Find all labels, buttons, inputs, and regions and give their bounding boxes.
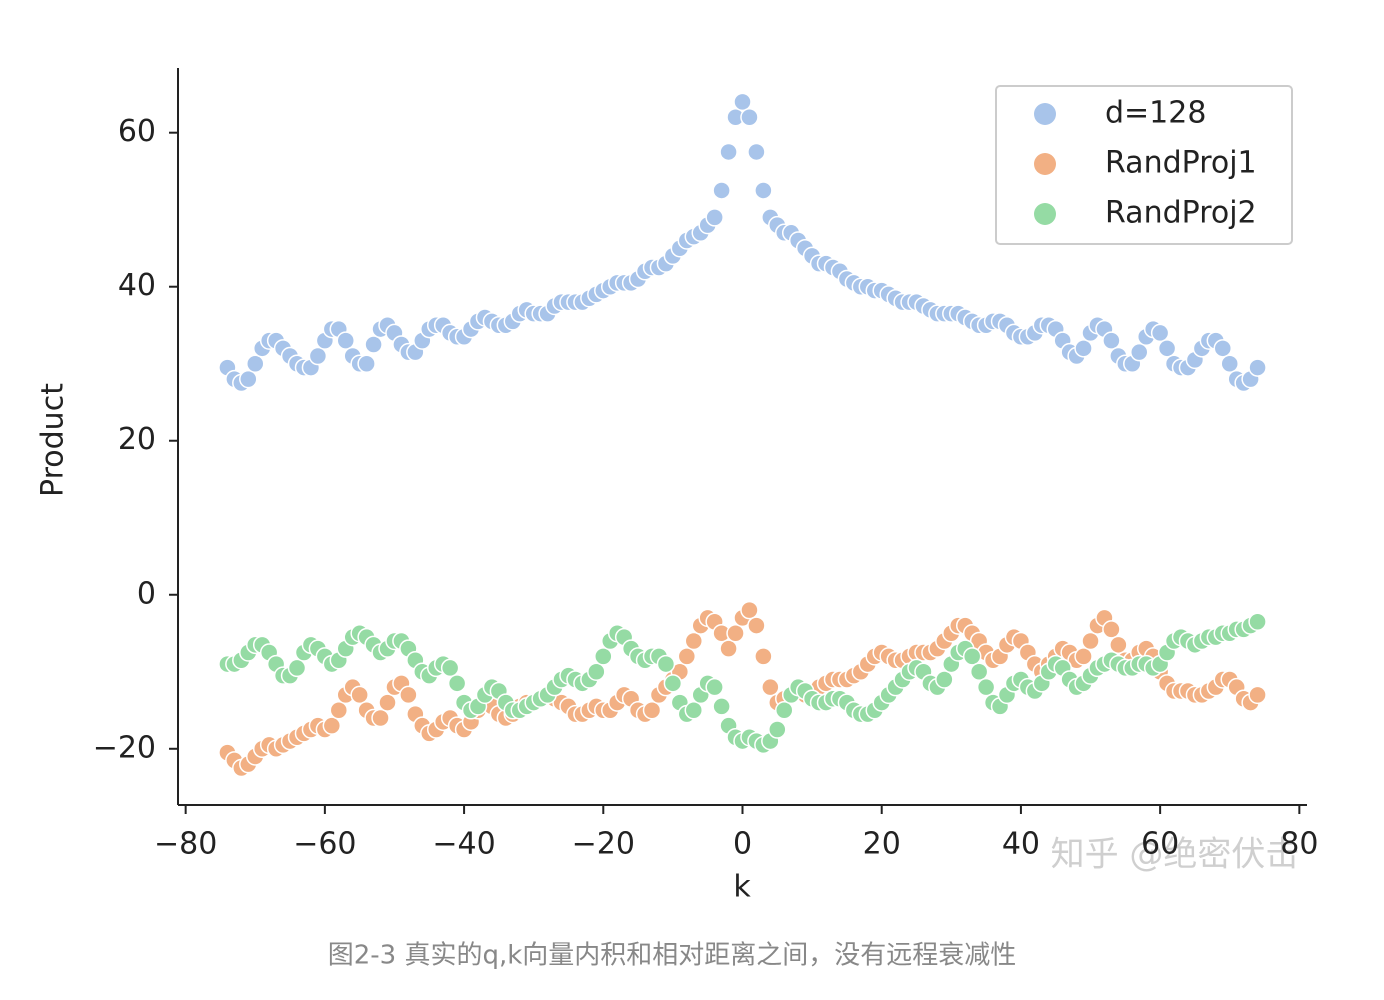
watermark: 知乎 @绝密伏击 bbox=[1051, 835, 1300, 875]
point bbox=[1074, 647, 1093, 666]
point bbox=[1248, 685, 1267, 705]
point bbox=[719, 639, 738, 658]
point bbox=[712, 697, 731, 716]
point bbox=[775, 701, 794, 720]
point bbox=[371, 708, 390, 728]
point bbox=[587, 662, 606, 682]
y-tick-label: 40 bbox=[118, 268, 156, 303]
point bbox=[1081, 631, 1100, 651]
x-tick-label: −60 bbox=[293, 827, 356, 862]
point bbox=[1102, 331, 1121, 350]
legend-label: d=128 bbox=[1105, 96, 1206, 131]
point bbox=[747, 142, 766, 162]
point bbox=[287, 658, 307, 678]
point bbox=[733, 92, 752, 112]
point bbox=[329, 701, 349, 720]
x-tick-label: −20 bbox=[572, 827, 635, 862]
point bbox=[754, 181, 773, 200]
y-tick-label: 0 bbox=[137, 576, 156, 611]
point bbox=[447, 674, 467, 693]
y-tick-label: 20 bbox=[118, 422, 156, 457]
point bbox=[719, 142, 738, 162]
point bbox=[976, 677, 996, 697]
point bbox=[761, 677, 780, 697]
point bbox=[935, 670, 954, 689]
point bbox=[754, 647, 773, 666]
point bbox=[322, 716, 342, 735]
y-axis-label: Product bbox=[36, 383, 71, 497]
point bbox=[308, 346, 328, 366]
point bbox=[740, 600, 759, 620]
point bbox=[705, 677, 724, 697]
x-tick-label: 60 bbox=[1141, 827, 1179, 862]
point bbox=[1109, 635, 1128, 655]
point bbox=[705, 208, 724, 227]
point bbox=[1248, 358, 1267, 377]
caption: 图2-3 真实的q,k向量内积和相对距离之间，没有远程衰减性 bbox=[328, 941, 1017, 971]
point bbox=[969, 662, 989, 682]
point bbox=[1220, 354, 1239, 373]
point bbox=[726, 624, 745, 643]
point bbox=[246, 354, 265, 373]
point bbox=[1130, 342, 1149, 362]
point bbox=[364, 335, 383, 354]
legend: d=128 RandProj1 RandProj2 bbox=[995, 85, 1293, 245]
x-tick-label: 20 bbox=[863, 827, 901, 862]
x-axis-label: k bbox=[733, 870, 751, 905]
point bbox=[336, 331, 355, 350]
point bbox=[656, 654, 676, 674]
x-tick-label: −80 bbox=[154, 827, 217, 862]
point bbox=[1213, 339, 1233, 358]
legend-box bbox=[995, 85, 1293, 245]
legend-label: RandProj1 bbox=[1105, 146, 1257, 181]
legend-swatch bbox=[1034, 103, 1056, 125]
point bbox=[747, 616, 766, 635]
y-tick-label: −20 bbox=[93, 730, 156, 765]
point bbox=[684, 701, 704, 720]
point bbox=[594, 647, 613, 666]
point bbox=[642, 701, 662, 720]
point bbox=[1157, 339, 1177, 358]
x-tick-label: −40 bbox=[432, 827, 495, 862]
point bbox=[399, 685, 418, 705]
point bbox=[440, 658, 460, 678]
point bbox=[357, 354, 376, 373]
point bbox=[962, 647, 982, 666]
legend-label: RandProj2 bbox=[1105, 196, 1257, 231]
point bbox=[677, 647, 697, 666]
point bbox=[740, 108, 759, 127]
x-tick-label: 80 bbox=[1280, 827, 1318, 862]
point bbox=[768, 720, 787, 739]
point bbox=[1248, 612, 1267, 631]
point bbox=[1102, 620, 1121, 639]
legend-swatch bbox=[1034, 203, 1056, 225]
point bbox=[378, 693, 397, 712]
point bbox=[239, 369, 258, 389]
x-tick-label: 0 bbox=[733, 827, 752, 862]
point bbox=[712, 181, 731, 200]
x-tick-label: 40 bbox=[1002, 827, 1040, 862]
point bbox=[1150, 323, 1170, 343]
point bbox=[350, 685, 369, 705]
point bbox=[663, 674, 683, 693]
point bbox=[684, 631, 704, 651]
legend-swatch bbox=[1034, 153, 1056, 175]
y-tick-label: 60 bbox=[118, 114, 156, 149]
point bbox=[1074, 339, 1093, 358]
plot-area bbox=[218, 92, 1267, 778]
